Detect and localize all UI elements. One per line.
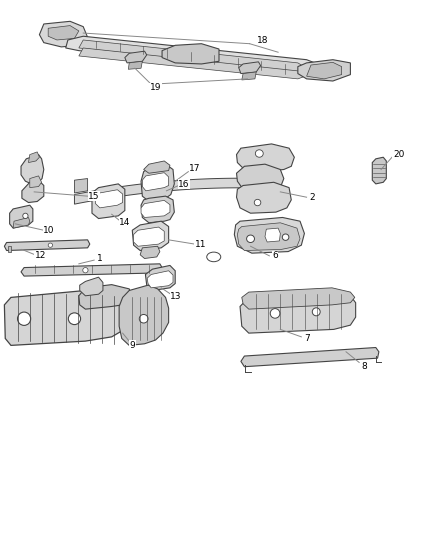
Text: 19: 19 [150, 84, 161, 92]
Polygon shape [237, 144, 294, 172]
Polygon shape [265, 228, 280, 242]
Text: 1: 1 [97, 254, 103, 263]
Text: 18: 18 [257, 36, 268, 45]
Ellipse shape [312, 308, 320, 316]
Polygon shape [162, 44, 219, 64]
Text: 11: 11 [195, 240, 206, 248]
Polygon shape [250, 164, 267, 176]
Text: 14: 14 [119, 219, 131, 227]
Text: 13: 13 [170, 292, 182, 301]
Text: 7: 7 [304, 334, 311, 343]
Polygon shape [242, 72, 256, 80]
Polygon shape [145, 265, 175, 290]
Polygon shape [141, 200, 170, 217]
Ellipse shape [48, 243, 53, 247]
Polygon shape [237, 164, 284, 193]
Text: 8: 8 [361, 362, 367, 371]
Polygon shape [237, 182, 291, 213]
Polygon shape [21, 155, 44, 184]
Polygon shape [79, 48, 307, 79]
Polygon shape [142, 173, 169, 191]
Polygon shape [234, 217, 304, 253]
Ellipse shape [68, 313, 81, 325]
Polygon shape [239, 62, 261, 74]
Ellipse shape [270, 309, 280, 318]
Polygon shape [10, 205, 33, 228]
Ellipse shape [282, 234, 289, 240]
Text: 16: 16 [178, 180, 190, 189]
Polygon shape [13, 217, 30, 228]
Text: 12: 12 [35, 252, 46, 260]
Ellipse shape [83, 268, 88, 273]
Polygon shape [74, 179, 88, 193]
Ellipse shape [247, 235, 254, 243]
Polygon shape [28, 152, 39, 163]
Polygon shape [298, 60, 350, 81]
Ellipse shape [255, 150, 263, 157]
Polygon shape [307, 62, 342, 79]
Ellipse shape [207, 252, 221, 262]
Ellipse shape [139, 314, 148, 323]
Polygon shape [79, 40, 307, 72]
Polygon shape [21, 264, 162, 276]
Polygon shape [132, 221, 169, 251]
Polygon shape [30, 176, 42, 188]
Polygon shape [48, 26, 79, 40]
Polygon shape [119, 285, 169, 345]
Text: 6: 6 [272, 252, 278, 260]
Polygon shape [144, 161, 170, 173]
Polygon shape [4, 240, 90, 251]
Polygon shape [4, 290, 129, 345]
Polygon shape [240, 292, 356, 333]
Polygon shape [74, 178, 263, 204]
Polygon shape [128, 61, 142, 69]
Text: 17: 17 [189, 164, 201, 173]
Polygon shape [241, 348, 379, 367]
Polygon shape [141, 164, 174, 201]
Polygon shape [125, 51, 147, 63]
Polygon shape [237, 223, 300, 251]
Polygon shape [372, 157, 386, 184]
Text: 20: 20 [393, 150, 404, 159]
Polygon shape [22, 180, 44, 203]
Polygon shape [80, 277, 103, 296]
Text: 10: 10 [43, 226, 55, 235]
Ellipse shape [254, 199, 261, 206]
Text: 15: 15 [88, 192, 100, 200]
Polygon shape [92, 184, 125, 219]
Polygon shape [66, 36, 328, 79]
Polygon shape [39, 21, 88, 47]
Ellipse shape [18, 312, 31, 325]
Ellipse shape [23, 213, 28, 219]
Polygon shape [147, 271, 173, 288]
Text: 2: 2 [309, 193, 314, 201]
Polygon shape [242, 288, 355, 309]
Text: 9: 9 [129, 341, 135, 350]
Polygon shape [141, 196, 174, 223]
Polygon shape [95, 190, 123, 208]
Polygon shape [134, 227, 164, 246]
Polygon shape [79, 285, 132, 309]
Polygon shape [140, 246, 160, 259]
Polygon shape [8, 246, 11, 252]
